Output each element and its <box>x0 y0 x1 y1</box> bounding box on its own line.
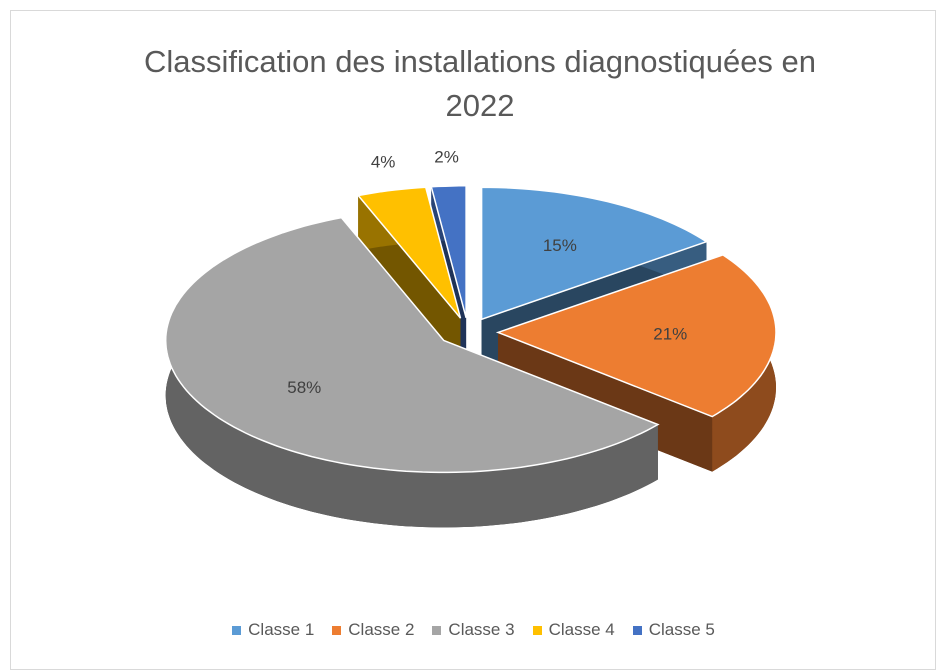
legend-item: Classe 5 <box>632 620 715 640</box>
legend-label: Classe 2 <box>348 620 415 639</box>
chart-title: Classification des installations diagnos… <box>143 44 817 123</box>
slice-top <box>164 216 660 474</box>
legend-swatch <box>532 625 542 635</box>
data-label: 21% <box>653 325 687 344</box>
data-label: 58% <box>287 378 321 397</box>
slice-top <box>356 186 462 319</box>
slice-wall <box>498 332 713 472</box>
slice <box>495 254 777 472</box>
legend-item: Classe 4 <box>532 620 615 640</box>
slice-rim <box>165 217 658 528</box>
legend-label: Classe 5 <box>648 620 715 639</box>
slice-top <box>430 185 467 318</box>
legend-item: Classe 3 <box>432 620 515 640</box>
legend: Classe 1 Classe 2 Classe 3 Classe 4 Classe 5 <box>0 620 947 640</box>
legend-label: Classe 1 <box>248 620 315 639</box>
data-label: 2% <box>434 148 459 167</box>
legend-swatch <box>232 625 242 635</box>
data-label: 15% <box>543 236 577 255</box>
legend-item: Classe 1 <box>232 620 314 640</box>
data-label: 4% <box>371 152 396 171</box>
slice <box>164 216 660 528</box>
slice-top <box>495 254 777 418</box>
legend-swatch <box>632 625 642 635</box>
legend-swatch <box>432 625 442 635</box>
legend-swatch <box>332 625 342 635</box>
slice-top <box>480 186 709 321</box>
legend-item: Classe 2 <box>332 620 414 640</box>
legend-label: Classe 3 <box>448 620 515 639</box>
legend-label: Classe 4 <box>548 620 615 639</box>
